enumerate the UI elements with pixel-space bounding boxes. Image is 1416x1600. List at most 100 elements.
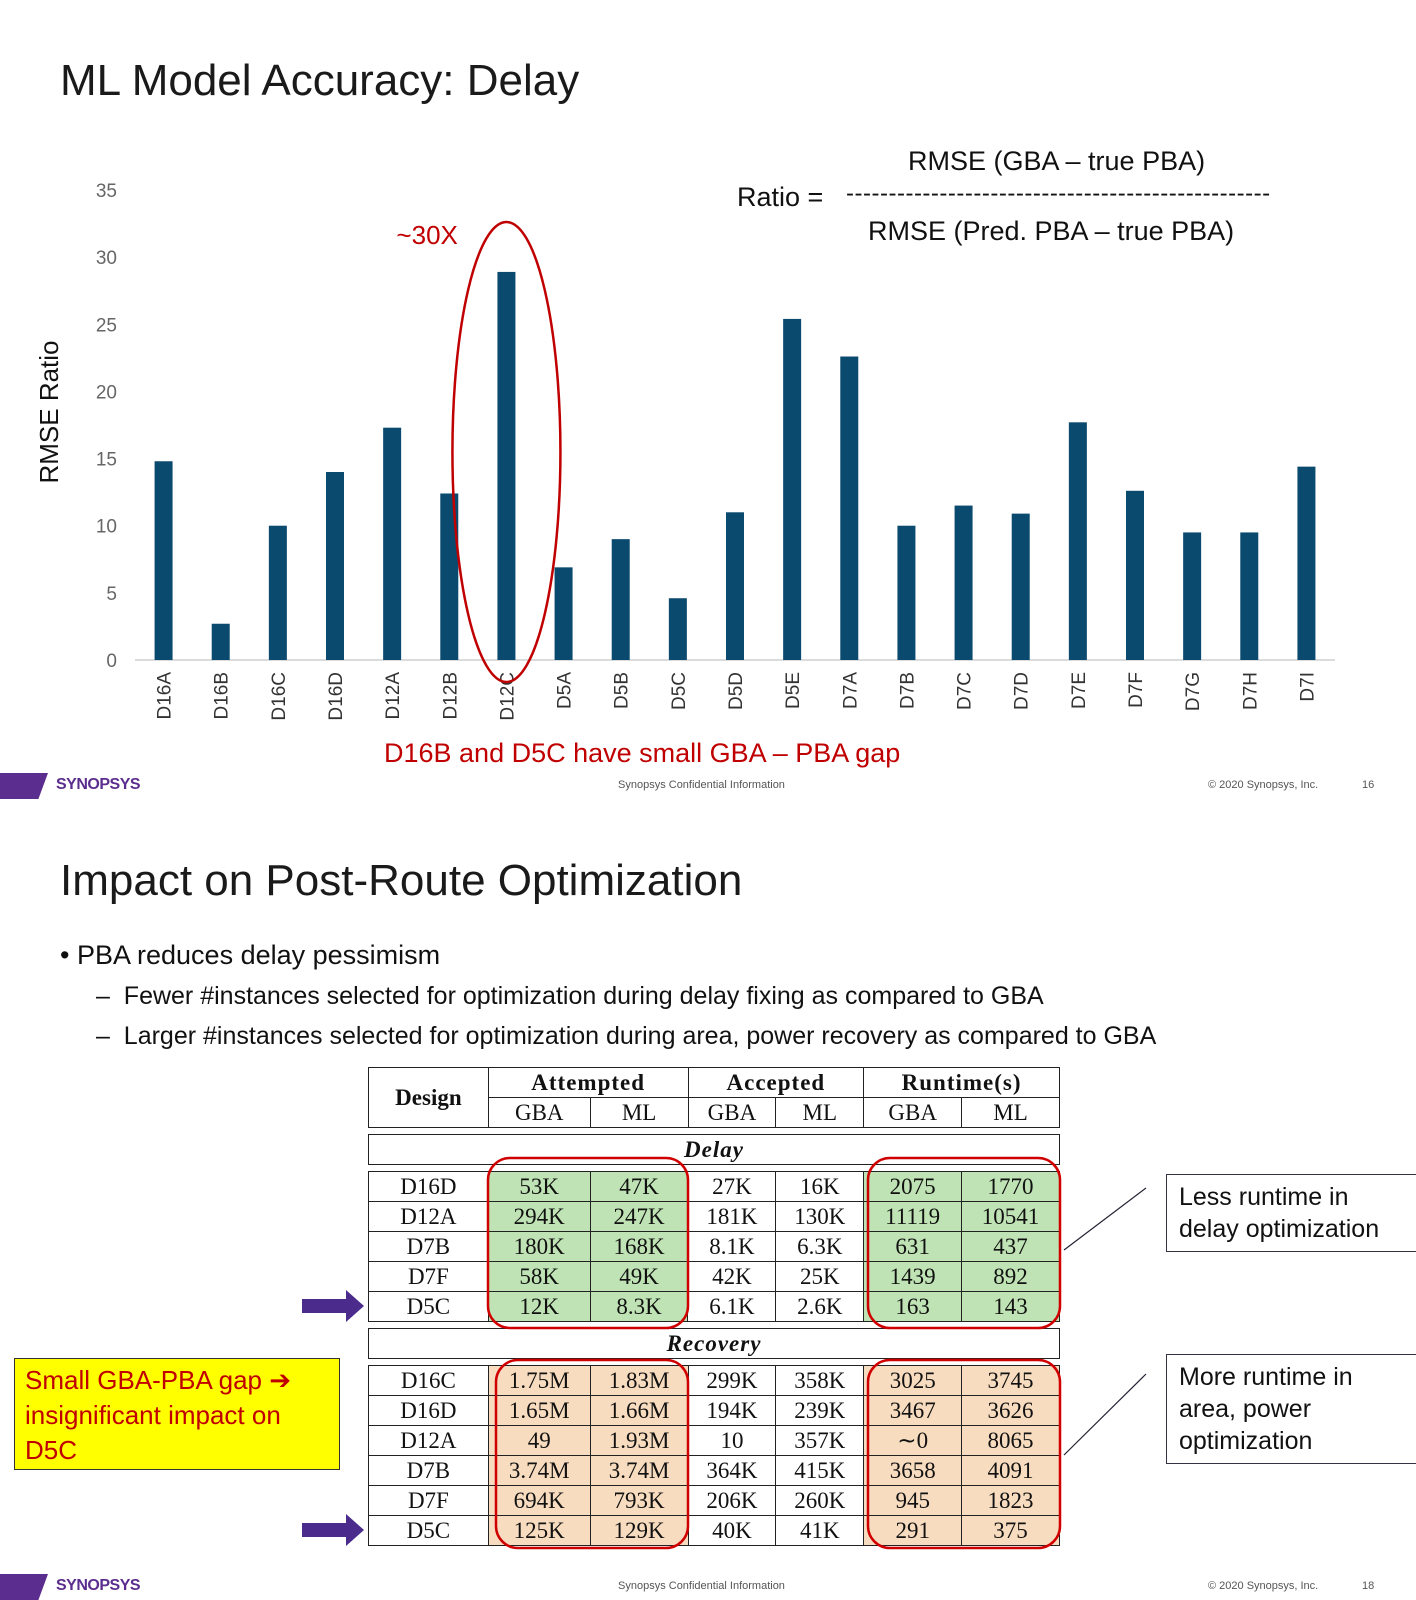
- value-cell: 41K: [775, 1515, 865, 1546]
- value-cell: 793K: [589, 1485, 689, 1516]
- value-cell: 1.65M: [487, 1395, 591, 1426]
- sub-bullet-dash: –: [96, 1022, 124, 1050]
- value-cell: 8.3K: [589, 1291, 689, 1322]
- x-tick-label: D5A: [555, 672, 576, 709]
- x-tick-label: D16B: [212, 672, 233, 720]
- recovery-table: D16C 1.75M 1.83M 299K 358K 3025 3745 D16D 1.65M 1…: [368, 1365, 1060, 1546]
- connector-line-recovery: [1063, 1373, 1147, 1456]
- value-cell: 194K: [687, 1395, 777, 1426]
- value-cell: 375: [961, 1515, 1060, 1546]
- y-tick-label: 25: [96, 315, 117, 336]
- subheader-cell: GBA: [487, 1097, 591, 1128]
- x-tick-label: D12B: [440, 672, 461, 720]
- value-cell: 247K: [589, 1201, 689, 1232]
- x-tick-label: D16C: [269, 672, 290, 721]
- value-cell: 163: [863, 1291, 963, 1322]
- y-axis-label: RMSE Ratio: [34, 340, 64, 483]
- subheader-cell: ML: [775, 1097, 865, 1128]
- formula-numerator: RMSE (GBA – true PBA): [908, 146, 1206, 176]
- value-cell: 4091: [961, 1455, 1060, 1486]
- value-cell: 3745: [961, 1365, 1060, 1396]
- subheader-cell: ML: [589, 1097, 689, 1128]
- synopsys-logo: SYNOPSYS: [56, 776, 141, 793]
- x-tick-label: D5C: [669, 672, 690, 710]
- value-cell: 27K: [687, 1171, 777, 1202]
- section-label-recovery: Recovery: [368, 1328, 1060, 1359]
- x-tick-label: D7H: [1240, 672, 1261, 710]
- value-cell: 8065: [961, 1425, 1060, 1456]
- subheader-cell: GBA: [687, 1097, 777, 1128]
- sub-bullet-2: – Larger #instances selected for optimiz…: [96, 1022, 1156, 1051]
- y-tick-label: 10: [96, 517, 117, 538]
- sub-bullet-text: Larger #instances selected for optimizat…: [123, 1022, 1157, 1050]
- value-cell: ∼0: [863, 1425, 963, 1456]
- value-cell: 1823: [961, 1485, 1060, 1516]
- bullet-main: • PBA reduces delay pessimism: [60, 940, 440, 971]
- design-cell: D7B: [368, 1231, 489, 1262]
- value-cell: 42K: [687, 1261, 777, 1292]
- design-cell: D5C: [368, 1515, 489, 1546]
- footer-accent-bar: [0, 773, 48, 799]
- value-cell: 3.74M: [589, 1455, 689, 1486]
- value-cell: 40K: [687, 1515, 777, 1546]
- value-cell: 364K: [687, 1455, 777, 1486]
- y-tick-label: 15: [96, 450, 117, 471]
- footer-copyright-2: © 2020 Synopsys, Inc.: [1208, 1580, 1319, 1592]
- delay-row: D16D 53K 47K 27K 16K 2075 1770: [368, 1171, 1060, 1202]
- x-tick-label: D7E: [1069, 672, 1090, 709]
- subheader-cell: ML: [961, 1097, 1060, 1128]
- value-cell: 58K: [487, 1261, 591, 1292]
- bar-d7c: [954, 505, 973, 660]
- value-cell: 49K: [589, 1261, 689, 1292]
- bar-d12b: [440, 493, 459, 660]
- x-tick-label: D5D: [726, 672, 747, 710]
- design-cell: D16D: [368, 1395, 489, 1426]
- design-cell: D12A: [368, 1201, 489, 1232]
- header-table: Design Attempted Accepted Runtime(s) GBA…: [368, 1067, 1060, 1128]
- y-tick-label: 20: [96, 382, 117, 403]
- arrow-recovery-d5c-icon: [302, 1514, 364, 1546]
- x-tick-label: D12C: [497, 672, 518, 721]
- subheader-cell: GBA: [863, 1097, 963, 1128]
- value-cell: 3.74M: [487, 1455, 591, 1486]
- x-tick-label: D7B: [897, 672, 918, 709]
- value-cell: 358K: [775, 1365, 865, 1396]
- design-cell: D16C: [368, 1365, 489, 1396]
- design-cell: D7B: [368, 1455, 489, 1486]
- y-tick-label: 5: [106, 584, 117, 605]
- callout-recovery-runtime: More runtime in area, power optimization: [1166, 1354, 1416, 1464]
- delay-section-label: Delay: [368, 1134, 1060, 1165]
- value-cell: 10: [687, 1425, 777, 1456]
- value-cell: 945: [863, 1485, 963, 1516]
- value-cell: 1.66M: [589, 1395, 689, 1426]
- footer-confidential-2: Synopsys Confidential Information: [618, 1580, 785, 1592]
- arrow-delay-d5c-icon: [302, 1290, 364, 1322]
- value-cell: 1770: [961, 1171, 1060, 1202]
- value-cell: 206K: [687, 1485, 777, 1516]
- value-cell: 3626: [961, 1395, 1060, 1426]
- slide-ml-model-accuracy: ML Model Accuracy: Delay RMSE (GBA – tru…: [0, 56, 1374, 799]
- footer-accent-bar-2: [0, 1574, 48, 1600]
- header-runtime: Runtime(s): [863, 1067, 1060, 1098]
- header-design: Design: [368, 1067, 489, 1128]
- bar-d7f: [1126, 490, 1144, 660]
- bar-d5d: [726, 512, 744, 660]
- bar-d7b: [897, 525, 916, 660]
- value-cell: 291: [863, 1515, 963, 1546]
- footer-copyright: © 2020 Synopsys, Inc.: [1208, 779, 1319, 791]
- x-tick-label: D7D: [1012, 672, 1033, 710]
- value-cell: 125K: [487, 1515, 591, 1546]
- bar-d7g: [1183, 532, 1202, 660]
- design-cell: D7F: [368, 1485, 489, 1516]
- x-tick-label: D5E: [783, 672, 804, 709]
- y-tick-label: 30: [96, 248, 117, 269]
- annotation-30x: ~30X: [396, 220, 457, 250]
- rmse-ratio-bar-chart: 0 5 10 15 20 25 30 35 D16A D16B D16C D16D D12A D12B D…: [34, 181, 1335, 721]
- value-cell: 1.75M: [487, 1365, 591, 1396]
- value-cell: 631: [863, 1231, 963, 1262]
- value-cell: 3025: [863, 1365, 963, 1396]
- value-cell: 437: [961, 1231, 1060, 1262]
- value-cell: 415K: [775, 1455, 865, 1486]
- value-cell: 53K: [487, 1171, 591, 1202]
- recovery-row: D7F 694K 793K 206K 260K 945 1823: [368, 1485, 1060, 1516]
